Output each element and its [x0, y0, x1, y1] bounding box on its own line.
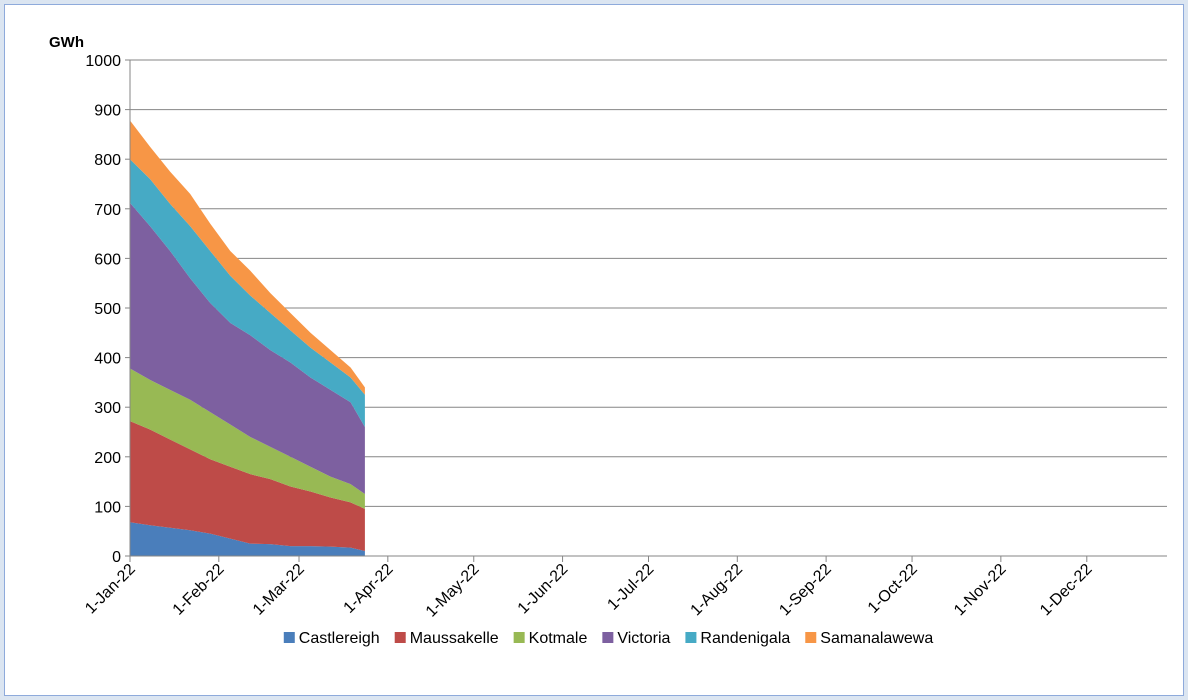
x-tick-label: 1-Sep-22: [776, 561, 835, 620]
x-tick-label: 1-May-22: [423, 561, 483, 621]
x-tick-label: 1-Dec-22: [1037, 561, 1096, 620]
legend-swatch: [394, 632, 406, 643]
y-tick-label: 500: [94, 301, 121, 318]
legend-swatch: [283, 632, 295, 643]
area: [130, 522, 365, 556]
y-tick-label: 1000: [85, 53, 121, 70]
area: [130, 159, 365, 428]
y-tick-label: 400: [94, 351, 121, 368]
legend-swatch: [685, 632, 697, 643]
chart-frame: GWh 0 100 200 300 400 500 600 700 800 900 1000 1-Ja…: [4, 4, 1184, 696]
x-tick-label: 1-Feb-22: [170, 561, 228, 619]
x-tick-label: 1-Jul-22: [604, 561, 657, 614]
x-tick-label: 1-Aug-22: [688, 561, 747, 620]
legend-label: Maussakelle: [410, 630, 499, 647]
chart: GWh 0 100 200 300 400 500 600 700 800 900 1000 1-Ja…: [49, 34, 1167, 647]
x-tick-label: 1-Jun-22: [515, 561, 572, 618]
legend-swatch: [513, 632, 525, 643]
area: [130, 368, 365, 509]
y-tick-label: 800: [94, 152, 121, 169]
legend-label: Castlereigh: [299, 630, 380, 647]
x-tick-label: 1-Mar-22: [250, 561, 308, 619]
y-tick-label: 700: [94, 202, 121, 219]
y-tick-label: 300: [94, 400, 121, 417]
legend: Castlereigh Maussakelle Kotmale Victoria Ran…: [283, 630, 933, 647]
legend-swatch: [805, 632, 817, 643]
legend-label: Samanalawewa: [820, 630, 933, 647]
x-tick-label: 1-Apr-22: [341, 561, 397, 617]
legend-label: Victoria: [617, 630, 670, 647]
legend-label: Randenigala: [700, 630, 790, 647]
x-tick-label: 1-Jan-22: [82, 561, 139, 618]
legend-label: Kotmale: [529, 630, 588, 647]
x-tick-label: 1-Nov-22: [951, 561, 1010, 620]
y-tick-label: 600: [94, 251, 121, 268]
area: [130, 120, 365, 395]
y-tick-label: 900: [94, 103, 121, 120]
y-tick-label: 0: [112, 549, 121, 566]
y-axis-label: GWh: [49, 34, 84, 51]
y-tick-label: 100: [94, 499, 121, 516]
area: [130, 202, 365, 494]
legend-swatch: [602, 632, 614, 643]
area: [130, 421, 365, 552]
x-tick-label: 1-Oct-22: [865, 561, 921, 617]
y-tick-label: 200: [94, 450, 121, 467]
